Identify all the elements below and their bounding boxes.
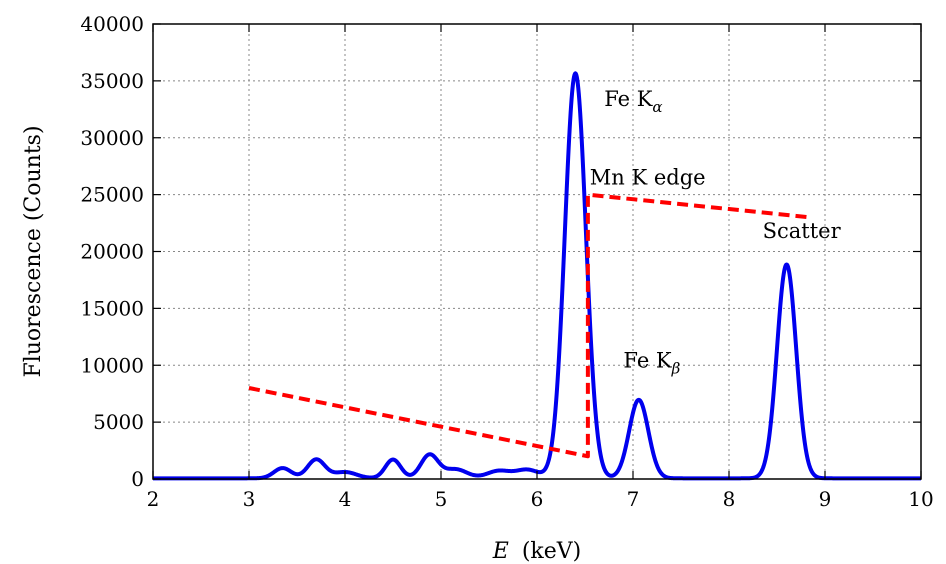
annotation-text: Fe K: [623, 349, 672, 373]
x-axis-label: E (keV): [492, 539, 581, 564]
y-axis-label: Fluorescence (Counts): [21, 125, 46, 377]
x-tick-label: 7: [627, 487, 640, 511]
y-tick-label: 15000: [80, 296, 144, 320]
mn-k-edge-line: [248, 192, 811, 459]
x-tick-label: 9: [819, 487, 832, 511]
annotation-subscript: β: [671, 360, 681, 378]
x-tick-label: 5: [435, 487, 448, 511]
y-tick-label: 30000: [80, 126, 144, 150]
y-tick-label: 20000: [80, 240, 144, 264]
y-tick-label: 40000: [80, 12, 144, 36]
x-axis-unit: (keV): [522, 539, 581, 564]
y-tick-label: 10000: [80, 353, 144, 377]
annotation-subscript: α: [652, 98, 662, 116]
x-tick-label: 2: [147, 487, 160, 511]
x-tick-label: 4: [339, 487, 352, 511]
annotation-text: Mn K edge: [590, 165, 706, 189]
y-tick-label: 5000: [93, 410, 144, 434]
x-tick-label: 3: [243, 487, 256, 511]
annotation-label: Fe Kα: [604, 87, 662, 116]
y-tick-label: 35000: [80, 69, 144, 93]
x-tick-label: 8: [723, 487, 736, 511]
x-tick-label: 10: [908, 487, 933, 511]
annotation-text: Fe K: [604, 87, 653, 111]
y-tick-label: 25000: [80, 183, 144, 207]
x-axis-variable: E: [492, 539, 509, 564]
annotation-label: Fe Kβ: [623, 349, 680, 378]
annotation-text: Scatter: [763, 219, 842, 243]
grid: [153, 24, 921, 479]
y-tick-label: 0: [131, 467, 144, 491]
ticks: 2 3 4 5 6 7 8 9 10 0 5000 10000 15000 20000 25000 30000…: [80, 12, 933, 511]
annotation-label: Scatter: [763, 219, 842, 243]
annotation-label: Mn K edge: [590, 165, 706, 189]
x-tick-label: 6: [531, 487, 544, 511]
